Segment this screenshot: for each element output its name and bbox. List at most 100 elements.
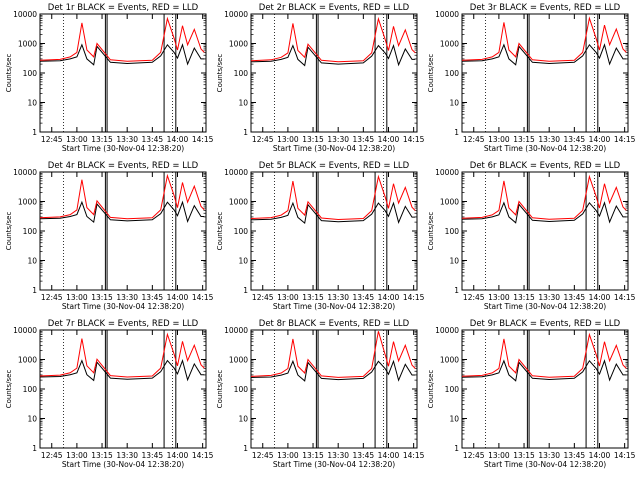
x-axis-label: Start Time (30-Nov-04 12:38:20) <box>273 144 395 153</box>
x-tick-label: 13:45 <box>142 451 164 460</box>
y-axis-label: Counts/sec <box>216 54 224 93</box>
y-tick-label: 100 <box>445 385 460 394</box>
x-tick-label: 12:45 <box>41 293 63 302</box>
y-tick-label: 1 <box>454 286 459 295</box>
y-tick-label: 1000 <box>18 198 37 207</box>
x-tick-label: 14:00 <box>378 135 400 144</box>
x-axis-label: Start Time (30-Nov-04 12:38:20) <box>484 302 606 311</box>
x-tick-label: 12:45 <box>252 293 274 302</box>
x-axis-label: Start Time (30-Nov-04 12:38:20) <box>273 460 395 469</box>
series-events-line <box>250 359 416 382</box>
y-tick-label: 1000 <box>229 198 248 207</box>
y-tick-label: 10 <box>27 99 37 108</box>
chart-title: Det 8r BLACK = Events, RED = LLD <box>259 319 410 329</box>
x-tick-label: 12:45 <box>41 135 63 144</box>
x-tick-label: 14:15 <box>192 293 214 302</box>
y-tick-label: 10000 <box>224 326 248 335</box>
x-tick-label: 14:00 <box>378 293 400 302</box>
y-tick-label: 1000 <box>229 40 248 49</box>
x-tick-label: 14:15 <box>192 135 214 144</box>
x-tick-label: 14:00 <box>589 135 611 144</box>
x-tick-label: 13:45 <box>353 451 375 460</box>
series-events-line <box>250 201 416 225</box>
x-tick-label: 13:15 <box>302 451 324 460</box>
y-tick-label: 100 <box>23 385 38 394</box>
x-tick-label: 14:15 <box>192 451 214 460</box>
y-tick-label: 100 <box>445 227 460 236</box>
series-lld-line <box>39 173 205 220</box>
x-tick-label: 12:45 <box>463 293 485 302</box>
y-tick-label: 1 <box>454 444 459 453</box>
x-axis-label: Start Time (30-Nov-04 12:38:20) <box>273 302 395 311</box>
series-events-line <box>39 43 205 66</box>
chart-panel-7: Det 7r BLACK = Events, RED = LLD 1 10 100 10… <box>5 319 214 469</box>
y-axis-label: Counts/sec <box>427 370 435 409</box>
x-tick-label: 13:15 <box>302 293 324 302</box>
y-axis-label: Counts/sec <box>216 370 224 409</box>
x-tick-label: 13:30 <box>116 135 138 144</box>
y-tick-label: 10000 <box>435 168 459 177</box>
x-tick-label: 13:00 <box>66 293 88 302</box>
x-tick-label: 12:45 <box>463 135 485 144</box>
x-tick-label: 13:45 <box>142 293 164 302</box>
series-lld-line <box>461 16 627 62</box>
x-tick-label: 13:45 <box>142 135 164 144</box>
chart-title: Det 6r BLACK = Events, RED = LLD <box>470 161 621 171</box>
x-tick-label: 14:15 <box>614 293 636 302</box>
chart-panel-9: Det 9r BLACK = Events, RED = LLD 1 10 100 10… <box>427 319 636 469</box>
x-tick-label: 14:15 <box>403 293 425 302</box>
x-tick-label: 13:15 <box>513 451 535 460</box>
x-tick-label: 13:45 <box>353 135 375 144</box>
chart-title: Det 5r BLACK = Events, RED = LLD <box>259 161 410 171</box>
y-tick-label: 10000 <box>13 10 37 19</box>
x-tick-label: 12:45 <box>463 451 485 460</box>
y-tick-label: 10 <box>238 257 248 266</box>
y-tick-label: 1000 <box>18 356 37 365</box>
y-tick-label: 1 <box>243 286 248 295</box>
series-lld-line <box>250 16 416 63</box>
y-axis-label: Counts/sec <box>427 54 435 93</box>
series-lld-line <box>461 174 627 220</box>
chart-panel-3: Det 3r BLACK = Events, RED = LLD 1 10 100 10… <box>427 3 636 153</box>
y-tick-label: 10 <box>238 99 248 108</box>
x-tick-label: 13:00 <box>488 135 510 144</box>
y-tick-label: 1 <box>32 444 37 453</box>
x-tick-label: 13:45 <box>564 135 586 144</box>
y-tick-label: 1000 <box>229 356 248 365</box>
x-tick-label: 13:15 <box>91 135 113 144</box>
x-tick-label: 13:30 <box>538 451 560 460</box>
x-tick-label: 13:30 <box>538 135 560 144</box>
x-tick-label: 13:15 <box>91 293 113 302</box>
y-tick-label: 100 <box>234 385 249 394</box>
x-axis-label: Start Time (30-Nov-04 12:38:20) <box>62 460 184 469</box>
y-tick-label: 10 <box>449 415 459 424</box>
x-tick-label: 14:00 <box>167 293 189 302</box>
y-axis-label: Counts/sec <box>427 212 435 251</box>
chart-title: Det 1r BLACK = Events, RED = LLD <box>48 3 199 13</box>
chart-panel-6: Det 6r BLACK = Events, RED = LLD 1 10 100 10… <box>427 161 636 311</box>
y-tick-label: 1000 <box>440 356 459 365</box>
y-tick-label: 10 <box>449 99 459 108</box>
series-lld-line <box>461 332 627 378</box>
chart-panel-1: Det 1r BLACK = Events, RED = LLD 1 10 100 10… <box>5 3 214 153</box>
x-tick-label: 13:00 <box>277 293 299 302</box>
x-tick-label: 13:00 <box>66 451 88 460</box>
y-tick-label: 100 <box>23 69 38 78</box>
x-tick-label: 13:45 <box>564 451 586 460</box>
x-tick-label: 14:00 <box>167 135 189 144</box>
x-tick-label: 14:00 <box>167 451 189 460</box>
y-tick-label: 10 <box>27 257 37 266</box>
y-tick-label: 1 <box>32 128 37 137</box>
y-tick-label: 100 <box>445 69 460 78</box>
x-tick-label: 14:15 <box>614 451 636 460</box>
series-events-line <box>39 358 205 382</box>
y-axis-label: Counts/sec <box>216 212 224 251</box>
y-tick-label: 10 <box>449 257 459 266</box>
series-lld-line <box>250 331 416 378</box>
x-tick-label: 13:30 <box>116 451 138 460</box>
chart-title: Det 2r BLACK = Events, RED = LLD <box>259 3 410 13</box>
y-tick-label: 100 <box>234 69 249 78</box>
x-axis-label: Start Time (30-Nov-04 12:38:20) <box>62 302 184 311</box>
x-tick-label: 13:15 <box>91 451 113 460</box>
y-tick-label: 10000 <box>224 168 248 177</box>
